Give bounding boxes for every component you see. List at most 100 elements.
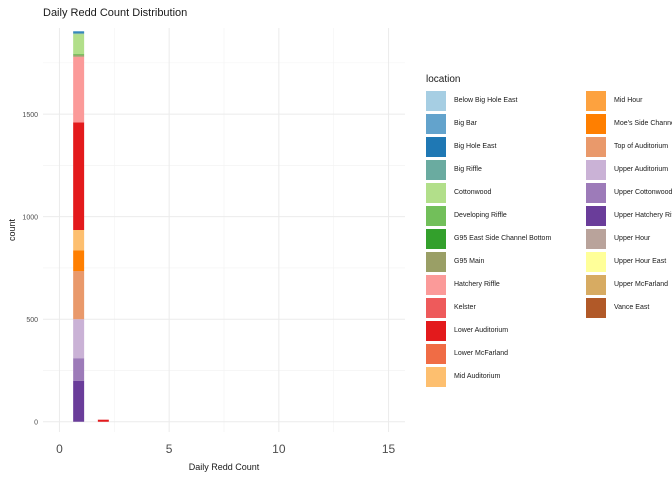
legend-label: G95 Main: [454, 258, 485, 265]
legend-item: Lower McFarland: [426, 342, 586, 365]
legend-label: Cottonwood: [454, 189, 492, 196]
x-tick-label: 5: [166, 442, 173, 456]
legend-label: Moe's Side Channel: [614, 120, 672, 127]
legend-swatch: [426, 205, 446, 226]
legend-item: Below Big Hole East: [426, 89, 586, 112]
legend-swatch: [426, 159, 446, 180]
bar-segment: [73, 34, 85, 55]
bar-segment: [73, 250, 85, 272]
y-axis-title: count: [7, 218, 17, 241]
bar-segment: [73, 56, 85, 123]
legend-item: Mid Auditorium: [426, 365, 586, 388]
legend-label: Upper Hour East: [614, 258, 667, 265]
legend-label: G95 East Side Channel Bottom: [454, 235, 552, 242]
legend: location Below Big Hole East Big Bar Big H…: [426, 74, 672, 388]
legend-item: Cottonwood: [426, 181, 586, 204]
legend-label: Vance East: [614, 304, 650, 311]
legend-swatch: [426, 343, 446, 364]
legend-item: Upper Hour East: [586, 250, 672, 273]
legend-item: Big Riffle: [426, 158, 586, 181]
legend-title: location: [426, 74, 461, 85]
legend-item: Moe's Side Channel: [586, 112, 672, 135]
legend-swatch: [426, 228, 446, 249]
legend-item: Kelster: [426, 296, 586, 319]
y-tick-label: 1500: [22, 112, 38, 119]
legend-swatch: [586, 113, 606, 134]
bar-segment: [73, 54, 85, 56]
x-tick-label: 10: [272, 442, 286, 456]
y-tick-label: 0: [34, 420, 38, 427]
legend-swatch: [586, 182, 606, 203]
legend-swatch: [586, 297, 606, 318]
legend-swatch: [586, 136, 606, 157]
legend-item: Developing Riffle: [426, 204, 586, 227]
legend-item: Hatchery Riffle: [426, 273, 586, 296]
legend-label: Upper Auditorium: [614, 166, 669, 173]
legend-item: G95 East Side Channel Bottom: [426, 227, 586, 250]
legend-swatch: [586, 159, 606, 180]
legend-item: Lower Auditorium: [426, 319, 586, 342]
bar-segment: [73, 358, 85, 381]
legend-column: Below Big Hole East Big Bar Big Hole East B…: [426, 89, 586, 388]
legend-swatch: [586, 228, 606, 249]
legend-swatch: [426, 366, 446, 387]
legend-label: Developing Riffle: [454, 212, 507, 219]
legend-item: Upper Hatchery Riffle: [586, 204, 672, 227]
legend-swatch: [586, 251, 606, 272]
legend-label: Kelster: [454, 304, 476, 311]
legend-swatch: [426, 182, 446, 203]
x-axis-title: Daily Redd Count: [189, 462, 260, 472]
bar-segment: [73, 32, 85, 34]
legend-label: Big Riffle: [454, 166, 482, 173]
legend-item: Upper McFarland: [586, 273, 672, 296]
legend-swatch: [426, 274, 446, 295]
legend-label: Big Bar: [454, 120, 477, 127]
bar-segment: [73, 319, 85, 359]
legend-item: Big Hole East: [426, 135, 586, 158]
legend-swatch: [586, 90, 606, 111]
legend-swatch: [426, 251, 446, 272]
bar-segment: [73, 33, 85, 35]
legend-item: Upper Auditorium: [586, 158, 672, 181]
legend-label: Upper Cottonwood: [614, 189, 672, 196]
bar-segment: [73, 31, 85, 33]
bar-segment: [73, 271, 85, 320]
legend-label: Upper Hour: [614, 235, 651, 242]
legend-item: Big Bar: [426, 112, 586, 135]
legend-label: Upper Hatchery Riffle: [614, 212, 672, 219]
legend-label: Big Hole East: [454, 143, 497, 150]
legend-label: Lower Auditorium: [454, 327, 509, 334]
legend-column: Mid Hour Moe's Side Channel Top of Auditor…: [586, 89, 672, 388]
legend-item: G95 Main: [426, 250, 586, 273]
legend-label: Below Big Hole East: [454, 97, 518, 104]
legend-swatch: [426, 90, 446, 111]
legend-swatch: [426, 136, 446, 157]
legend-item: Upper Hour: [586, 227, 672, 250]
legend-label: Hatchery Riffle: [454, 281, 500, 288]
bar-segment: [73, 122, 85, 230]
legend-swatch: [426, 113, 446, 134]
legend-swatch: [426, 320, 446, 341]
legend-item: Upper Cottonwood: [586, 181, 672, 204]
x-tick-label: 15: [382, 442, 396, 456]
bar-segment: [97, 419, 109, 422]
legend-swatch: [586, 274, 606, 295]
legend-item: Vance East: [586, 296, 672, 319]
legend-label: Mid Hour: [614, 97, 643, 104]
legend-swatch: [426, 297, 446, 318]
y-tick-label: 1000: [22, 215, 38, 222]
legend-label: Top of Auditorium: [614, 143, 669, 150]
legend-label: Mid Auditorium: [454, 373, 501, 380]
bar-segment: [73, 55, 85, 57]
bar-segment: [73, 380, 85, 422]
legend-item: Mid Hour: [586, 89, 672, 112]
chart-title: Daily Redd Count Distribution: [43, 7, 188, 19]
y-tick-label: 500: [26, 317, 38, 324]
legend-columns: Below Big Hole East Big Bar Big Hole East B…: [426, 89, 672, 388]
legend-label: Lower McFarland: [454, 350, 509, 357]
x-tick-label: 0: [56, 442, 63, 456]
bar-segment: [73, 230, 85, 251]
legend-item: Top of Auditorium: [586, 135, 672, 158]
legend-label: Upper McFarland: [614, 281, 669, 288]
